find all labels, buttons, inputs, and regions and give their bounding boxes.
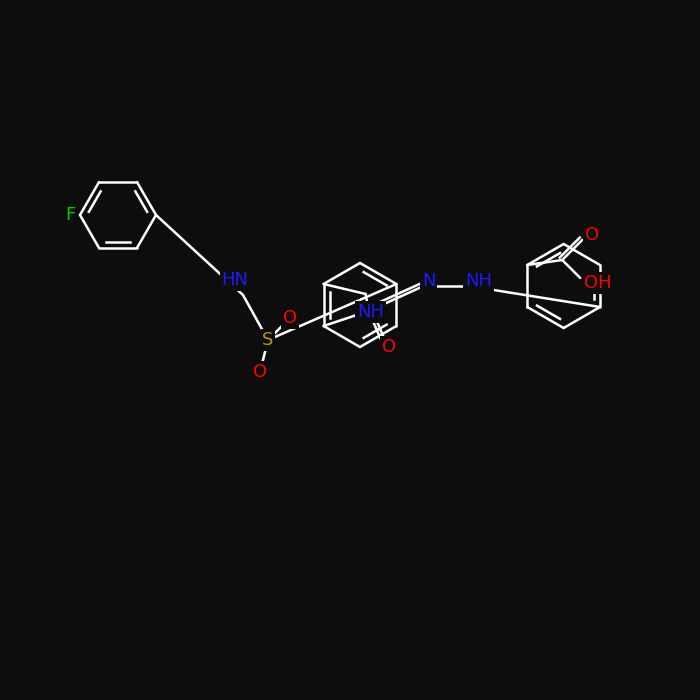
Text: OH: OH	[584, 274, 612, 292]
Text: NH: NH	[357, 303, 384, 321]
Text: O: O	[283, 309, 297, 327]
Text: HN: HN	[221, 271, 248, 289]
Text: O: O	[585, 226, 599, 244]
Text: N: N	[422, 272, 435, 290]
Text: NH: NH	[465, 272, 492, 290]
Text: O: O	[253, 363, 267, 381]
Text: O: O	[382, 338, 395, 356]
Text: F: F	[65, 206, 75, 224]
Text: S: S	[262, 331, 274, 349]
